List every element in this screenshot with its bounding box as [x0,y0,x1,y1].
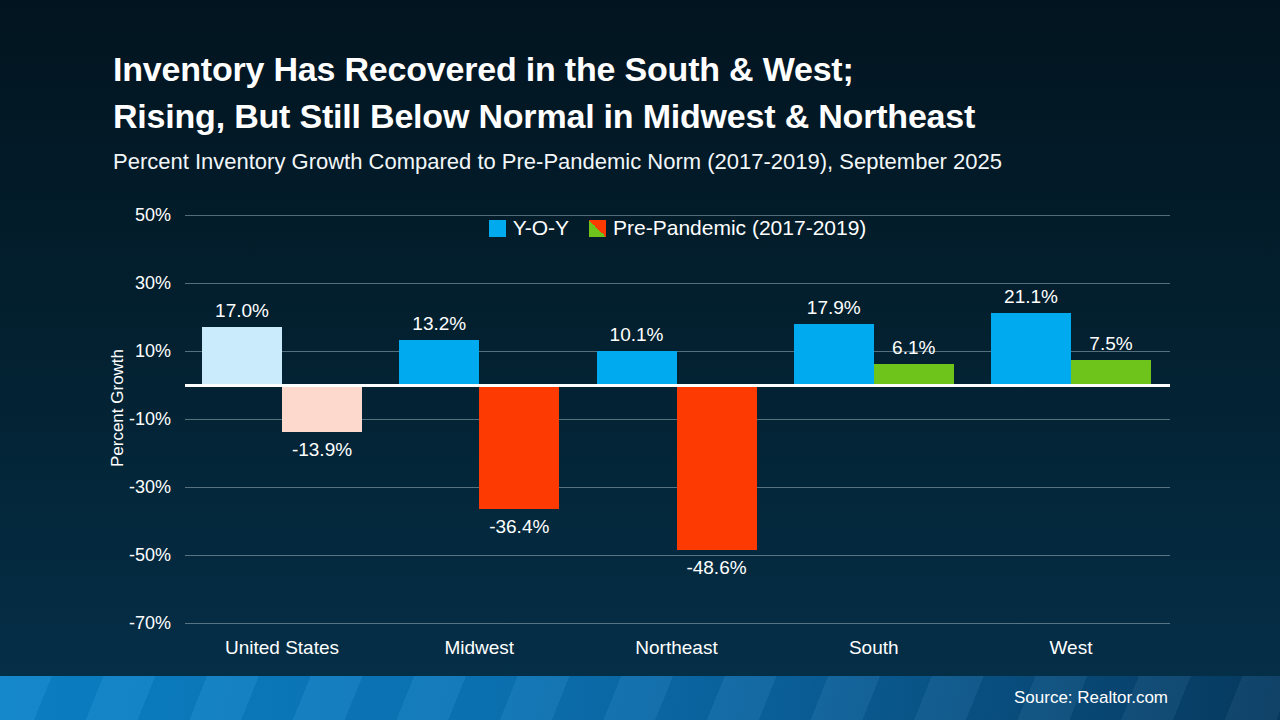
bar-value-label: 7.5% [1051,332,1171,355]
bar-value-label: -48.6% [657,556,777,579]
yoy-swatch-icon [489,220,506,237]
gridline [185,283,1170,284]
bar-pre-pandemic [677,385,757,550]
zero-axis-line [185,384,1170,387]
category-label: United States [187,636,377,659]
bar-value-label: -13.9% [262,438,382,461]
y-tick-label: -70% [107,612,171,634]
legend-label-yoy: Y-O-Y [513,216,569,240]
bar-value-label: 6.1% [854,336,974,359]
chart-legend: Y-O-Y Pre-Pandemic (2017-2019) [185,215,1170,241]
legend-item-yoy: Y-O-Y [489,216,569,240]
category-label: South [779,636,969,659]
bar-pre-pandemic [1071,360,1151,386]
y-tick-label: -50% [107,544,171,566]
category-label: Midwest [384,636,574,659]
bar-yoy [597,351,677,385]
category-label: West [976,636,1166,659]
legend-label-pre-pandemic: Pre-Pandemic (2017-2019) [613,216,866,240]
bar-yoy [399,340,479,385]
category-label: Northeast [582,636,772,659]
bar-value-label: 17.0% [182,299,302,322]
bar-value-label: 10.1% [577,323,697,346]
slide: Inventory Has Recovered in the South & W… [0,0,1280,720]
bar-value-label: 21.1% [971,285,1091,308]
bar-pre-pandemic [874,364,954,385]
gridline [185,623,1170,624]
legend-item-pre-pandemic: Pre-Pandemic (2017-2019) [589,216,866,240]
bar-value-label: 17.9% [774,296,894,319]
bar-yoy [202,327,282,385]
y-tick-label: 50% [107,204,171,226]
y-tick-label: 30% [107,272,171,294]
bar-pre-pandemic [282,385,362,432]
bar-pre-pandemic [479,385,559,509]
y-axis-title: Percent Growth [108,308,128,508]
pre-pandemic-swatch-icon [589,220,606,237]
footer-bar: Source: Realtor.com [0,676,1280,720]
bar-chart: 50%30%10%-10%-30%-50%-70%17.0%-13.9%Unit… [0,0,1280,720]
bar-value-label: 13.2% [379,312,499,335]
bar-value-label: -36.4% [459,515,579,538]
source-attribution: Source: Realtor.com [1014,688,1168,708]
